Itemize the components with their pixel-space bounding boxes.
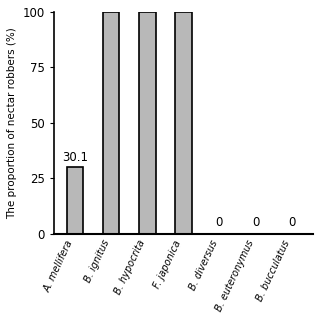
Y-axis label: The proportion of nectar robbers (%): The proportion of nectar robbers (%) [7,27,17,219]
Text: 0: 0 [216,216,223,229]
Bar [67,167,84,234]
Text: 0: 0 [288,216,295,229]
Text: 0: 0 [252,216,259,229]
Text: 30.1: 30.1 [62,151,88,164]
Bar [139,12,156,234]
Bar [103,12,119,234]
Bar [175,12,191,234]
